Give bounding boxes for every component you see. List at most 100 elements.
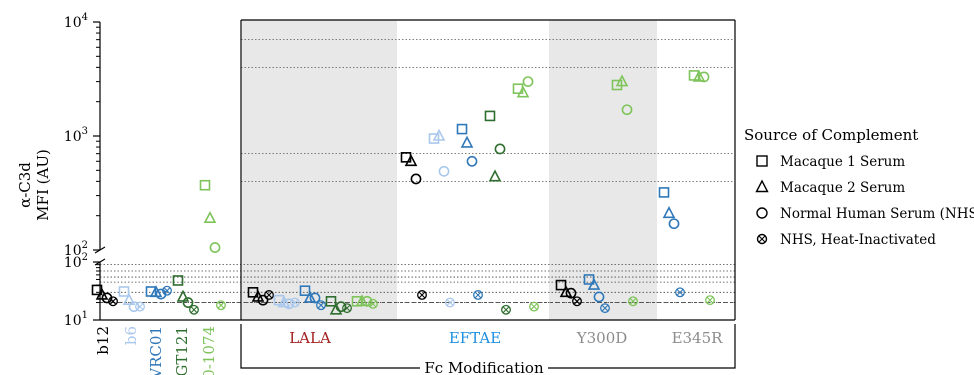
point-circle [182, 297, 194, 308]
modification-label: E345R [672, 329, 724, 347]
legend-label: Normal Human Serum (NHS) [780, 206, 974, 222]
point-circle [621, 104, 633, 116]
point-circle-x-cross [418, 291, 426, 299]
point-circle [698, 71, 710, 83]
y-axis-title-line2: MFI (AU) [34, 149, 52, 221]
legend-entry: Macaque 2 Serum [755, 179, 905, 196]
point-circle [101, 292, 113, 304]
y-tick-label: 104 [64, 12, 88, 31]
point-circle-x-ring [675, 287, 685, 298]
data-points [91, 69, 715, 315]
point-triangle [355, 294, 369, 307]
point-circle [522, 76, 534, 88]
shaded-panels [242, 20, 657, 320]
point-circle-x [529, 301, 539, 312]
point-triangle [587, 277, 601, 290]
point-circle-x-ring [162, 285, 172, 296]
point-square [299, 285, 311, 297]
point-square [325, 296, 337, 307]
point-circle-x-ring [473, 290, 483, 300]
point-circle-x-cross [573, 297, 581, 305]
antibody-label: VRC01 [147, 326, 165, 375]
point-circle-x [342, 303, 352, 314]
point-circle-x-ring [628, 296, 638, 307]
point-circle-x-ring [529, 301, 539, 312]
legend-entry: NHS, Heat-Inactivated [756, 232, 936, 248]
point-circle-x [445, 297, 455, 308]
point-triangle [203, 211, 217, 224]
point-triangle [277, 295, 291, 308]
point-triangle [432, 128, 446, 141]
point-triangle [303, 290, 317, 303]
point-circle-x-ring [417, 290, 427, 300]
point-circle-x-cross [446, 299, 454, 306]
point-square [273, 294, 285, 306]
legend-entry: Normal Human Serum (NHS) [756, 206, 974, 222]
point-circle-x-ring [216, 300, 226, 311]
point-square [199, 179, 211, 191]
point-circle [466, 155, 478, 167]
point-circle-x-ring [290, 297, 300, 308]
modification-label: EFTAE [449, 329, 501, 347]
antibody-label: 10-1074 [200, 326, 218, 375]
point-circle-x-ring [135, 301, 145, 312]
point-square [658, 187, 670, 198]
point-circle-x [675, 287, 685, 298]
legend-marker-circle-x [756, 233, 768, 245]
point-circle-x-cross [629, 297, 637, 305]
point-circle-x [135, 301, 145, 312]
point-triangle [176, 289, 190, 302]
point-circle-x-ring [600, 303, 610, 314]
point-circle [410, 173, 422, 185]
y-tick-label: 102 [64, 252, 88, 271]
point-circle-x-ring [316, 300, 326, 311]
point-circle [565, 287, 577, 299]
point-circle-x-cross [317, 301, 325, 309]
point-circle [155, 288, 167, 300]
point-circle-x-ring [108, 296, 118, 307]
point-circle-x-cross [706, 296, 714, 304]
point-circle [209, 242, 221, 253]
point-circle-x [216, 300, 226, 311]
point-circle-x-cross [530, 303, 538, 311]
antibody-label: PGT121 [173, 326, 191, 375]
point-circle-x-cross [343, 304, 351, 312]
point-circle [361, 295, 373, 307]
legend-marker-cross [758, 235, 766, 243]
y-tick-label: 103 [64, 126, 88, 145]
point-triangle [460, 135, 474, 148]
point-triangle [615, 74, 629, 87]
point-circle-x-ring [572, 296, 582, 307]
point-circle-x [162, 285, 172, 296]
point-triangle [149, 285, 163, 298]
point-circle-x [417, 290, 427, 300]
point-circle [593, 291, 605, 303]
modification-label: Y300D [576, 329, 628, 347]
point-circle-x [501, 304, 511, 315]
point-circle-x [316, 300, 326, 311]
antibody-label: b12 [94, 326, 112, 355]
point-triangle [488, 169, 502, 182]
point-triangle [692, 69, 706, 82]
point-circle-x-cross [136, 303, 144, 311]
point-square [484, 110, 496, 122]
point-circle [128, 301, 140, 313]
legend-label: Macaque 1 Serum [780, 154, 905, 170]
point-triangle [662, 206, 676, 219]
point-circle [257, 294, 269, 306]
legend-title: Source of Complement [744, 126, 918, 144]
shade-y300d [549, 20, 657, 320]
point-circle-x-cross [676, 288, 684, 296]
point-circle-x [108, 296, 118, 307]
point-circle-x-ring [501, 304, 511, 315]
point-circle-x [290, 297, 300, 308]
legend-entry: Macaque 1 Serum [756, 154, 905, 170]
point-square [172, 275, 184, 286]
point-circle-x-ring [368, 298, 378, 309]
legend-marker-triangle [755, 179, 769, 193]
point-circle-x-ring [189, 304, 199, 315]
point-triangle [329, 302, 343, 315]
legend-marker-circle [756, 207, 768, 219]
